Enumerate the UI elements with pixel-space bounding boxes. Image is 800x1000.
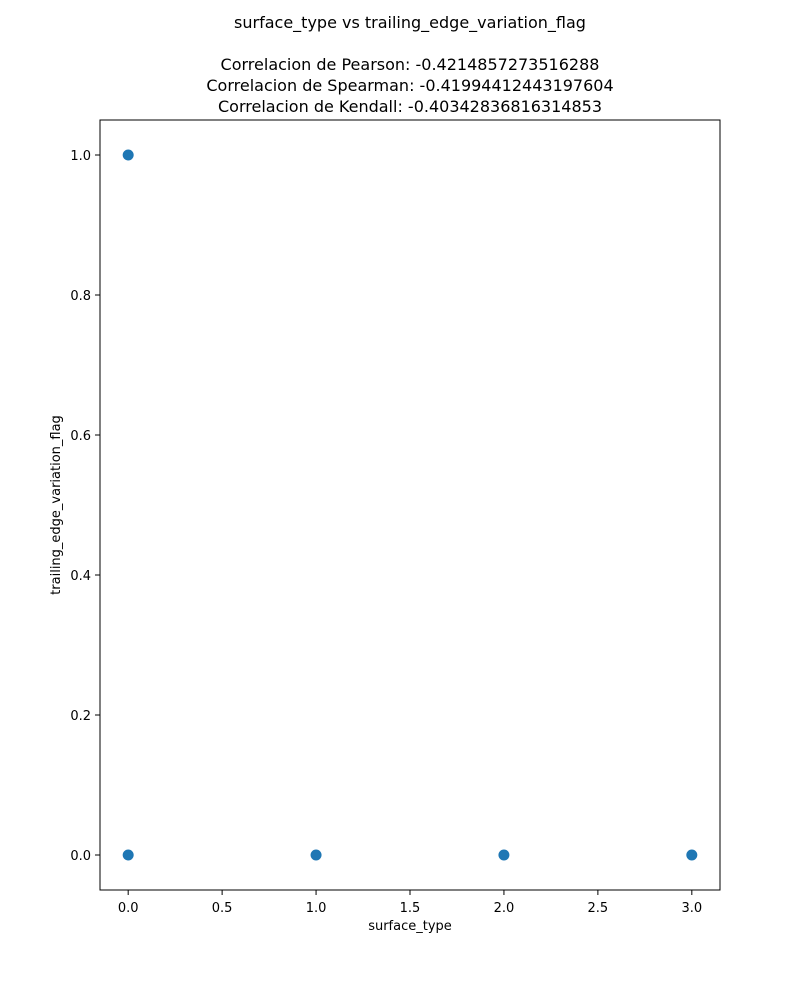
scatter-point: [122, 149, 134, 161]
scatter-point: [122, 849, 134, 861]
y-tick-label: 0.4: [70, 569, 91, 584]
y-tick-label: 0.0: [70, 849, 91, 864]
x-tick-label: 0.5: [212, 901, 233, 916]
x-tick-label: 1.0: [306, 901, 327, 916]
y-axis-label: trailing_edge_variation_flag: [49, 415, 64, 595]
y-tick-label: 0.2: [70, 709, 91, 724]
x-tick-label: 1.5: [400, 901, 421, 916]
spearman-correlation-line: Correlacion de Spearman: -0.419944124431…: [206, 76, 613, 95]
y-tick-label: 1.0: [70, 149, 91, 164]
scatter-point: [310, 849, 322, 861]
y-tick-label: 0.6: [70, 429, 91, 444]
y-tick-label: 0.8: [70, 289, 91, 304]
scatter-point: [498, 849, 510, 861]
chart-title: surface_type vs trailing_edge_variation_…: [234, 13, 586, 33]
x-tick-label: 2.5: [588, 901, 609, 916]
x-axis-ticks: 0.0 0.5 1.0 1.5 2.0 2.5 3.0: [118, 890, 702, 916]
x-tick-label: 0.0: [118, 901, 139, 916]
x-axis-label: surface_type: [368, 919, 452, 934]
plot-area-frame: [99, 119, 721, 891]
scatter-point: [686, 849, 698, 861]
x-tick-label: 2.0: [494, 901, 515, 916]
y-axis-ticks: 0.0 0.2 0.4 0.6 0.8 1.0: [70, 149, 100, 864]
x-tick-label: 3.0: [681, 901, 702, 916]
pearson-correlation-line: Correlacion de Pearson: -0.4214857273516…: [221, 55, 600, 74]
kendall-correlation-line: Correlacion de Kendall: -0.4034283681631…: [218, 97, 602, 116]
scatter-points: [122, 149, 698, 861]
